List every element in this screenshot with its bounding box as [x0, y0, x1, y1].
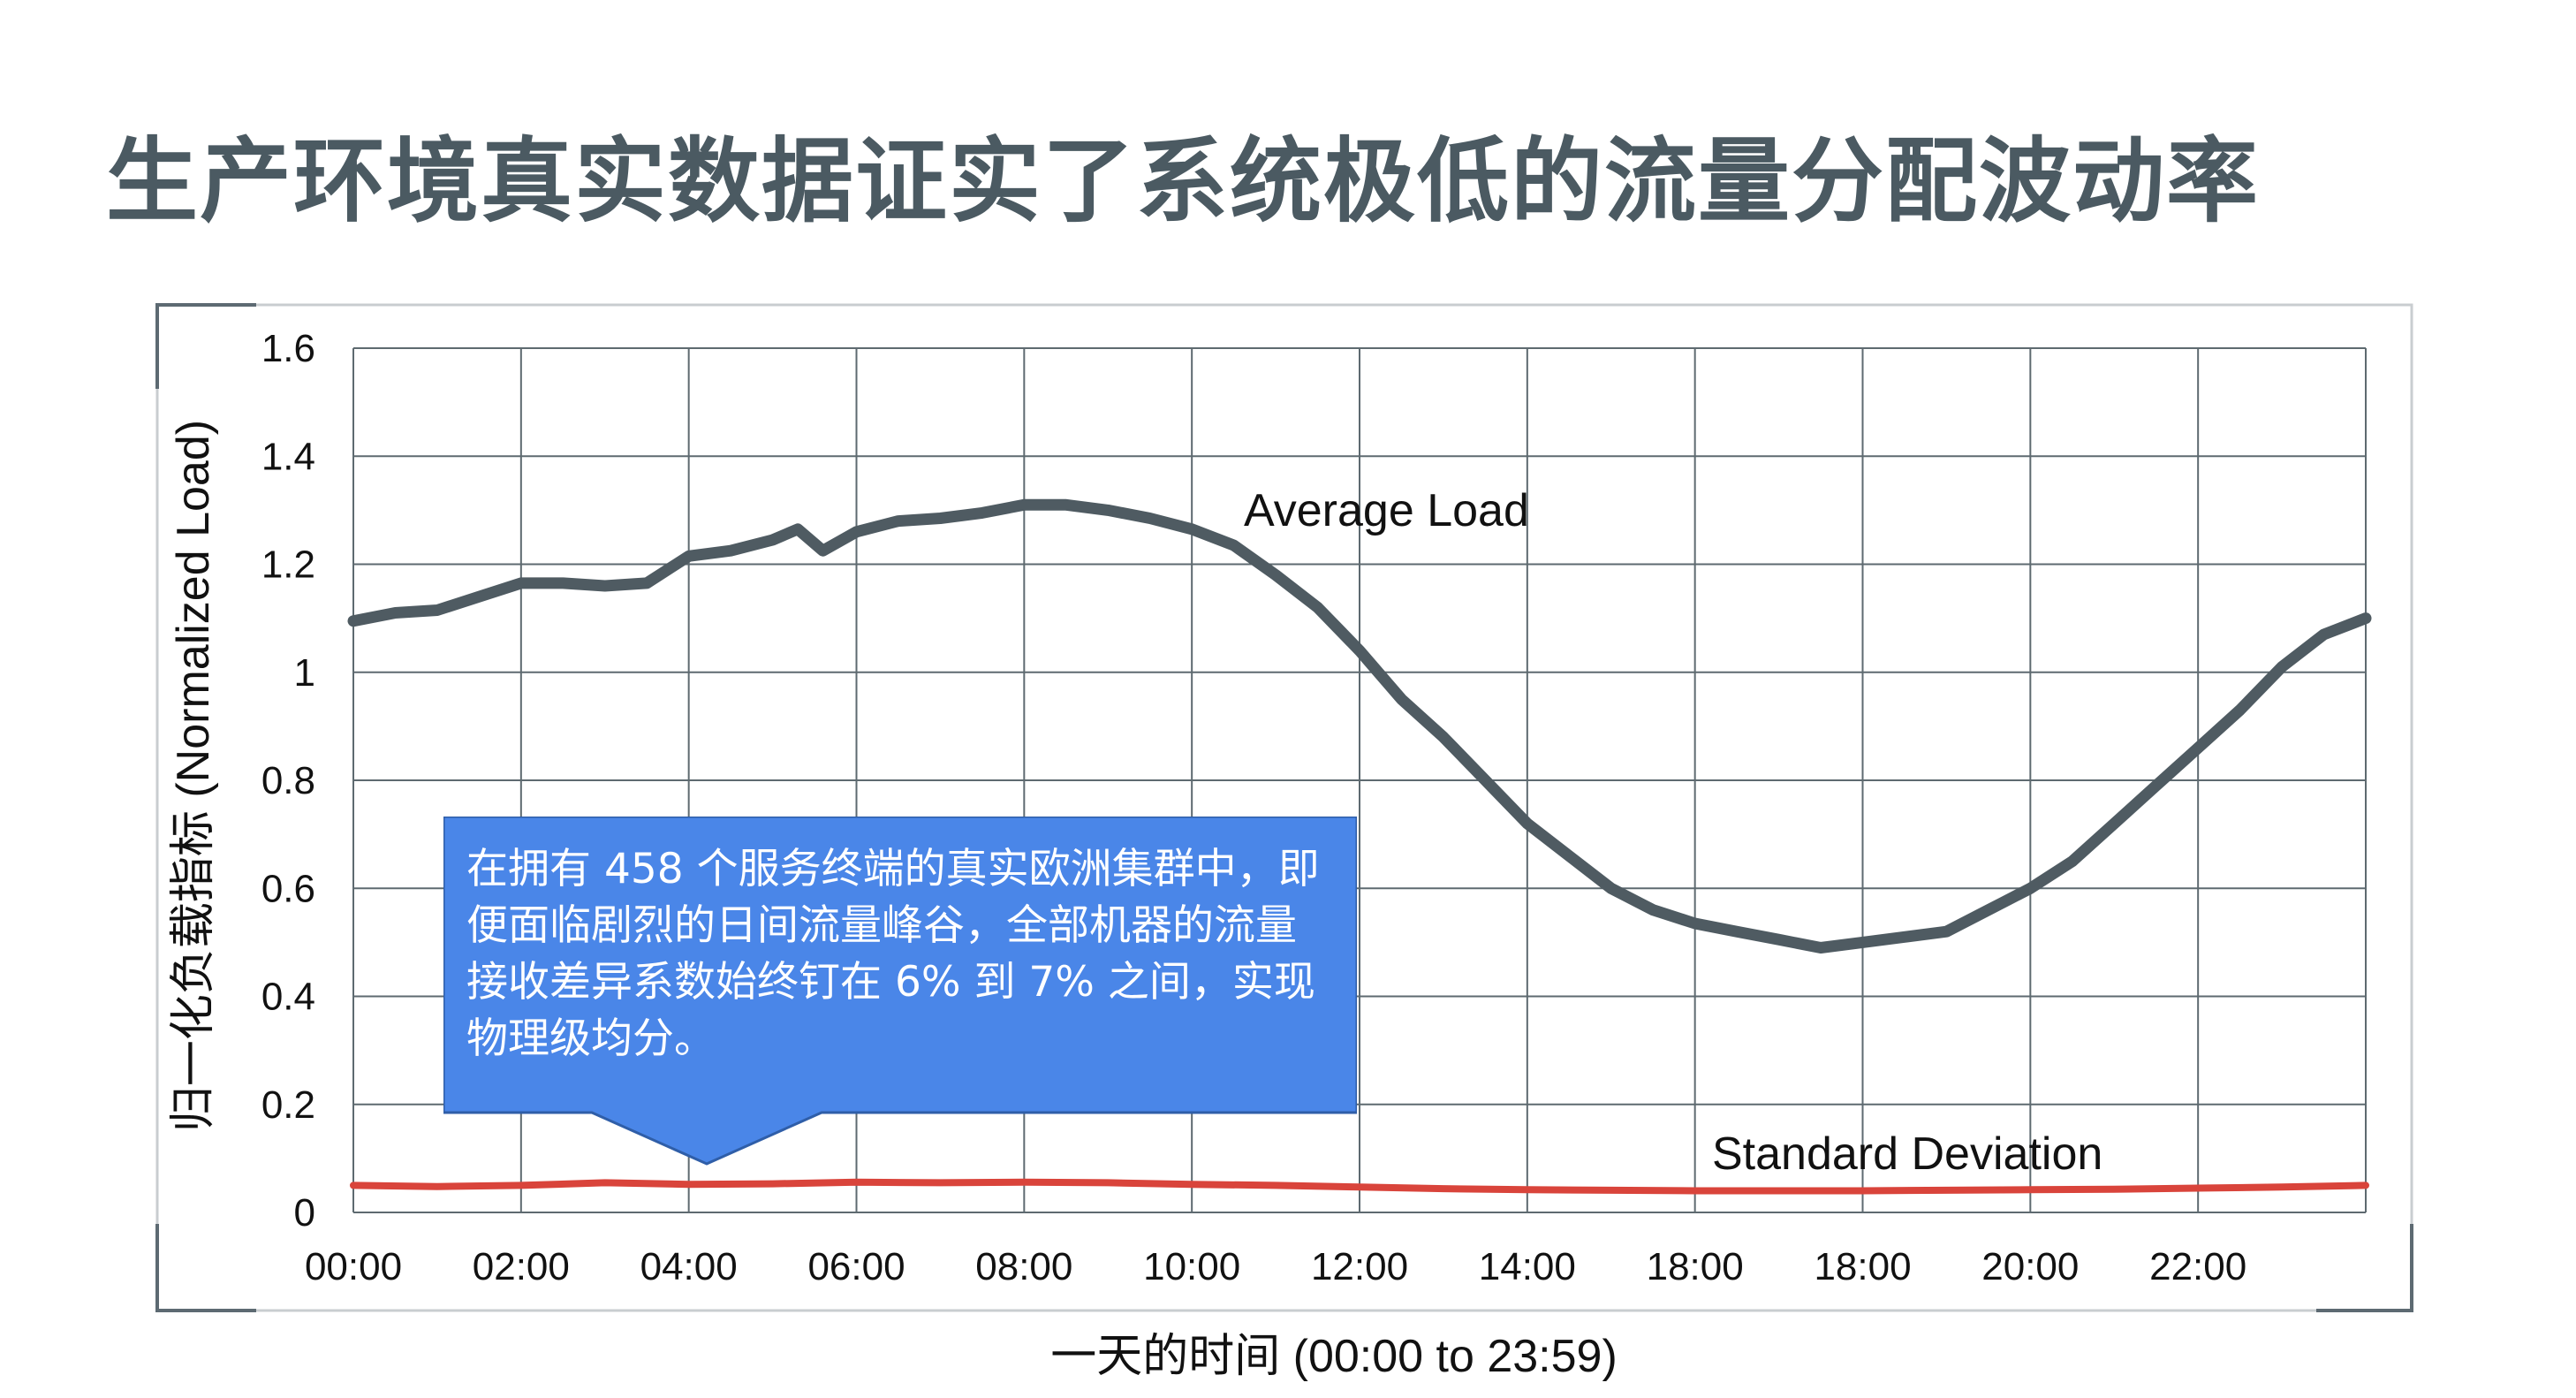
x-tick-label: 20:00	[1981, 1245, 2079, 1288]
y-tick-label: 0	[294, 1191, 315, 1235]
x-tick-label: 06:00	[807, 1245, 905, 1288]
x-tick-label: 02:00	[473, 1245, 570, 1288]
x-tick-label: 14:00	[1479, 1245, 1576, 1288]
series-line-average-load	[347, 498, 2372, 954]
page-title: 生产环境真实数据证实了系统极低的流量分配波动率	[106, 127, 2261, 235]
chart-frame	[155, 303, 2413, 1312]
x-tick-label: 18:00	[1814, 1245, 1911, 1288]
series-line-standard-deviation	[350, 1178, 2369, 1195]
x-tick-label: 00:00	[305, 1245, 402, 1288]
x-tick-label: 22:00	[2149, 1245, 2246, 1288]
x-tick-label: 12:00	[1311, 1245, 1408, 1288]
series-lines	[347, 498, 2372, 1195]
y-axis-title: 归一化负载指标 (Normalized Load)	[168, 420, 219, 1132]
callout-shape	[443, 817, 1357, 1166]
annotation-callout: 在拥有 458 个服务终端的真实欧洲集群中，即便面临剧烈的日间流量峰谷，全部机器…	[443, 817, 1357, 1166]
callout-text: 在拥有 458 个服务终端的真实欧洲集群中，即便面临剧烈的日间流量峰谷，全部机器…	[466, 845, 1320, 1063]
y-tick-label: 0.8	[261, 759, 315, 802]
y-tick-label: 1.6	[261, 327, 315, 370]
x-tick-label: 10:00	[1143, 1245, 1240, 1288]
x-tick-label: 04:00	[640, 1245, 738, 1288]
y-tick-label: 0.2	[261, 1083, 315, 1127]
series-label-average-load: Average Load	[1244, 485, 1529, 536]
y-tick-label: 0.4	[261, 976, 315, 1019]
y-tick-label: 1.4	[261, 435, 315, 478]
y-tick-label: 1	[294, 651, 315, 695]
y-tick-label: 0.6	[261, 867, 315, 910]
x-tick-label: 08:00	[975, 1245, 1072, 1288]
x-tick-label: 18:00	[1647, 1245, 1744, 1288]
x-axis-ticks: 00:00 02:00 04:00 06:00 08:00 10:00 12:00 14:00…	[305, 1245, 2246, 1288]
series-label-standard-deviation: Standard Deviation	[1712, 1128, 2102, 1180]
y-axis-ticks: 0 0.2 0.4 0.6 0.8 1 1.2 1.4 1.6	[261, 327, 315, 1235]
y-tick-label: 1.2	[261, 543, 315, 587]
x-axis-title: 一天的时间 (00:00 to 23:59)	[1050, 1331, 1618, 1382]
